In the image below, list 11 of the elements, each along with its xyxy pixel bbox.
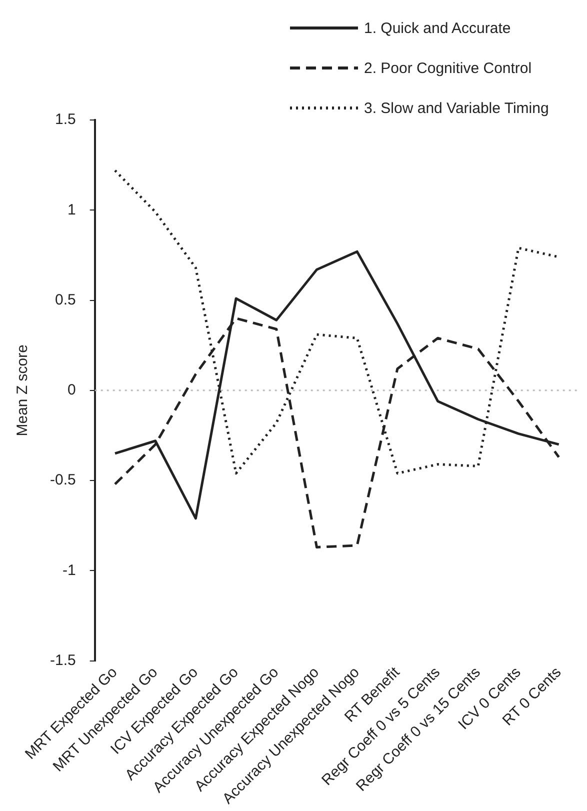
legend-label: 3. Slow and Variable Timing: [364, 100, 549, 116]
y-tick-label: -0.5: [50, 472, 76, 489]
legend-label: 1. Quick and Accurate: [364, 20, 511, 36]
y-tick-label: 0: [68, 382, 76, 399]
y-tick-label: -1: [62, 562, 76, 579]
legend-label: 2. Poor Cognitive Control: [364, 60, 532, 76]
y-tick-label: 1: [68, 201, 76, 218]
y-axis-title: Mean Z score: [14, 344, 32, 436]
y-tick-label: 0.5: [54, 291, 76, 308]
y-tick-label: 1.5: [54, 111, 76, 128]
y-tick-label: -1.5: [50, 652, 76, 669]
